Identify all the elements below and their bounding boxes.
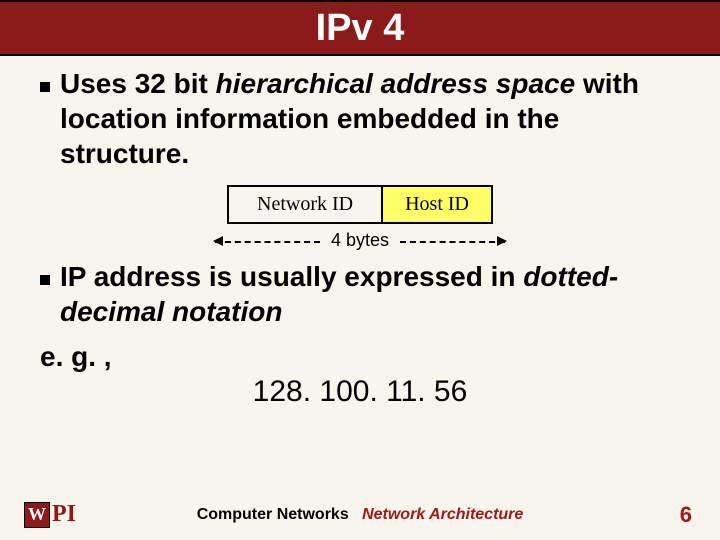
bullet-2: IP address is usually expressed in dotte…: [40, 259, 680, 329]
logo-pi-text: PI: [52, 501, 76, 528]
address-diagram: Network ID Host ID 4 bytes: [40, 185, 680, 251]
bullet-marker: [40, 275, 50, 285]
dashed-line-left: [215, 241, 320, 243]
network-id-box: Network ID: [227, 185, 381, 224]
slide-title: IPv 4: [316, 7, 405, 50]
bytes-label: 4 bytes: [325, 230, 395, 251]
example-prefix: e. g. ,: [40, 341, 680, 373]
content-area: Uses 32 bit hierarchical address space w…: [0, 56, 720, 409]
logo-w-box: W: [24, 502, 50, 528]
bullet-1: Uses 32 bit hierarchical address space w…: [40, 66, 680, 171]
dashed-line-right: [400, 241, 505, 243]
ip-example: 128. 100. 11. 56: [40, 375, 680, 409]
diagram-boxes: Network ID Host ID: [227, 185, 493, 224]
host-id-box: Host ID: [381, 185, 493, 224]
title-bar: IPv 4: [0, 0, 720, 56]
footer-right-text: Network Architecture: [362, 506, 523, 523]
bytes-indicator: 4 bytes: [215, 230, 505, 251]
bullet-1-italic: hierarchical address space: [216, 68, 576, 99]
wpi-logo: W PI: [24, 501, 76, 528]
bullet-1-text: Uses 32 bit hierarchical address space w…: [60, 66, 680, 171]
bullet-marker: [40, 82, 50, 92]
bullet-2-pre: IP address is usually expressed in: [60, 261, 523, 292]
bullet-2-text: IP address is usually expressed in dotte…: [60, 259, 680, 329]
page-number: 6: [680, 502, 692, 528]
bullet-1-pre: Uses 32 bit: [60, 68, 216, 99]
footer-center: Computer Networks Network Architecture: [197, 506, 524, 524]
footer-left-text: Computer Networks: [197, 506, 349, 523]
footer: W PI Computer Networks Network Architect…: [0, 501, 720, 528]
